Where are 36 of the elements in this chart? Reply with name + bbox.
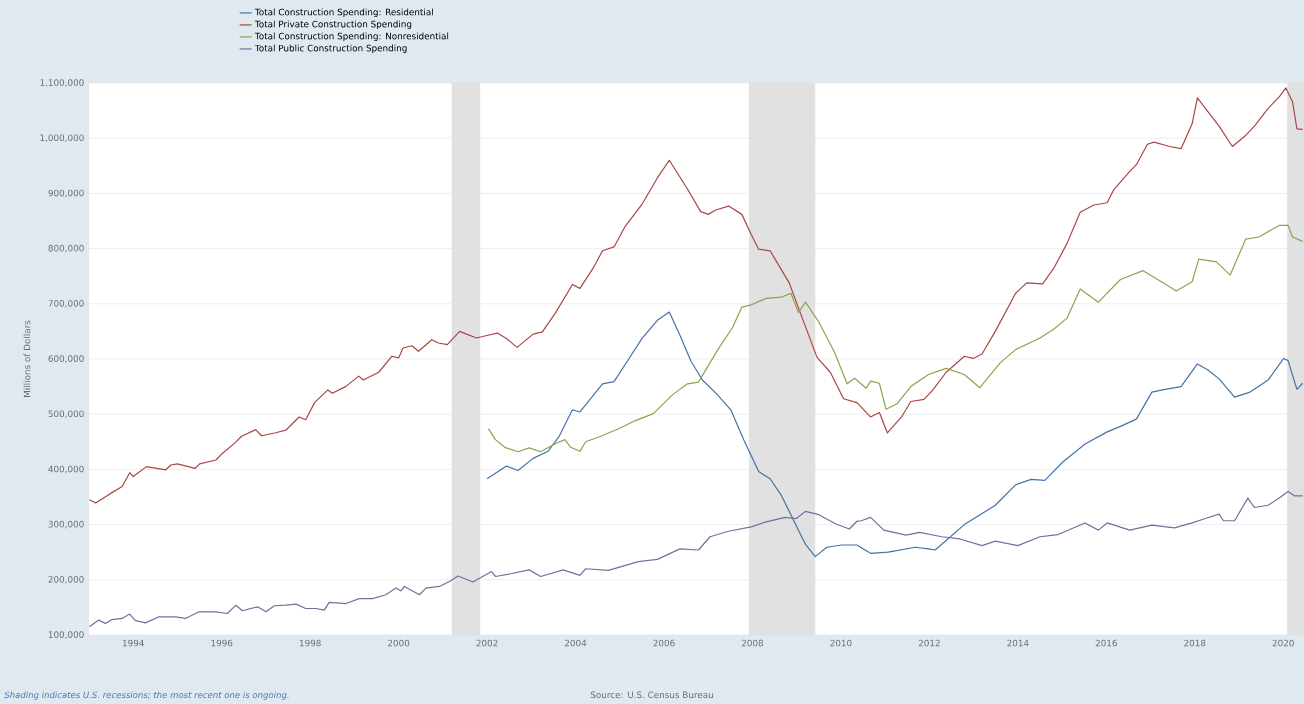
line-series [486,311,1304,558]
line-series [487,224,1304,453]
x-tick-label: 2014 [1007,639,1029,647]
x-tick-label: 2004 [564,639,587,647]
x-tick-label: 2000 [388,639,410,647]
legend-label: Total Construction Spending: Residential [254,8,433,18]
line-series [89,87,1304,504]
y-tick-label: 100,000 [48,631,84,639]
y-tick-label: 700,000 [48,300,84,308]
source-note: Source: U.S. Census Bureau [590,691,713,699]
x-tick-label: 2010 [830,639,852,647]
y-tick-label: 800,000 [48,244,84,253]
y-tick-label: 500,000 [48,410,84,418]
text: Shading indicates U.S. recessions; the most recent one is ongoing. [4,691,289,700]
y-tick-label: 300,000 [48,520,84,529]
x-tick-label: 2008 [741,639,764,647]
x-tick-label: 2012 [918,639,940,647]
x-tick-label: 2020 [1272,639,1294,647]
legend-label: Total Private Construction Spending [254,20,412,30]
x-tick-label: 2016 [1095,639,1117,647]
y-tick-label: 1,000,000 [40,134,84,142]
x-tick-label: 2002 [476,639,498,647]
y-tick-label: 400,000 [48,465,84,474]
y-tick-label: 900,000 [48,189,84,198]
x-tick-label: 1996 [211,639,233,647]
y-tick-label: 200,000 [48,576,84,584]
legend-label: Total Public Construction Spending [254,44,407,54]
legend-label: Total Construction Spending: Nonresidential [254,32,449,42]
x-tick-label: 1998 [299,639,321,647]
x-tick-label: 2018 [1184,639,1206,647]
x-tick-label: 2006 [653,639,675,647]
y-axis-title: Millions of Dollars [23,320,31,397]
line-series [89,490,1304,628]
y-tick-label: 1,100,000 [40,79,84,87]
x-tick-label: 1994 [123,639,144,647]
y-tick-label: 600,000 [48,355,84,363]
